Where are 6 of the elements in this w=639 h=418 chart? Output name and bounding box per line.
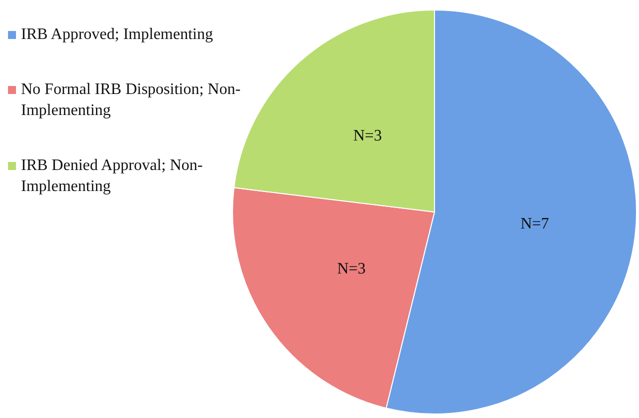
legend-label: IRB Approved; Implementing — [21, 25, 213, 45]
legend-label: IRB Denied Approval; Non-Implementing — [21, 156, 204, 197]
data-label: N=3 — [337, 260, 366, 278]
data-label: N=7 — [520, 215, 550, 232]
legend-label: No Formal IRB Disposition; Non-Implementing — [21, 80, 242, 121]
data-label: N=3 — [353, 128, 382, 145]
